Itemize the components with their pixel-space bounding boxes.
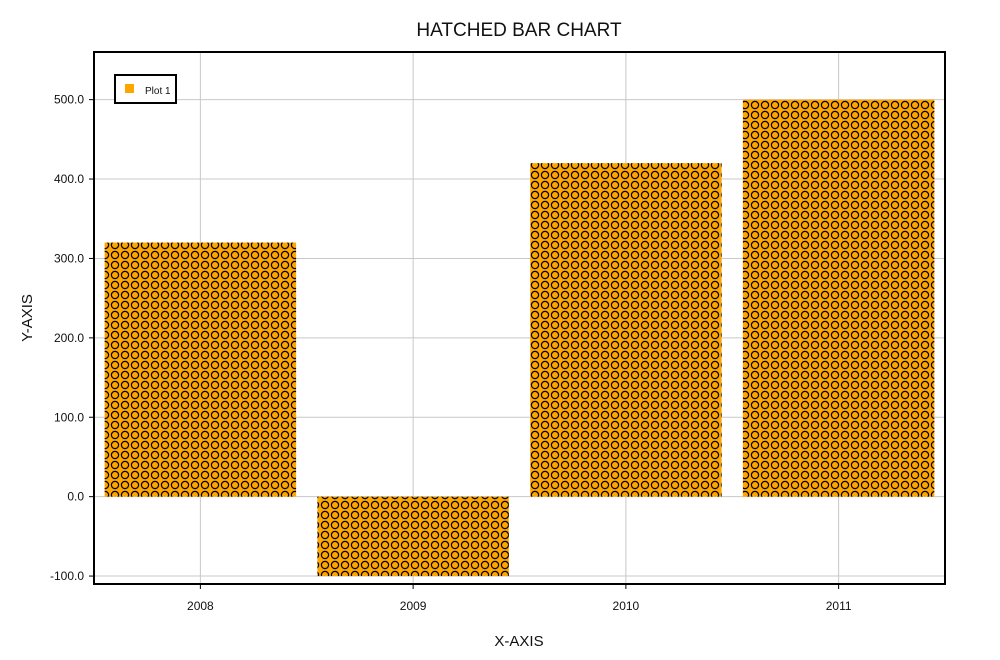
y-axis-label: Y-AXIS	[19, 294, 36, 342]
x-axis-label: X-AXIS	[494, 633, 543, 650]
y-tick-label: 300.0	[54, 251, 84, 265]
axis-ticks: -100.0 0.0 100.0 200.0 300.0 400.0 500.0 2008 20…	[50, 93, 852, 613]
x-tick-label: 2009	[400, 599, 427, 613]
chart-title: HATCHED BAR CHART	[416, 20, 622, 41]
bar-2010	[530, 163, 722, 497]
y-tick-label: 500.0	[54, 93, 84, 107]
x-tick-label: 2008	[187, 599, 214, 613]
legend-swatch	[125, 84, 134, 93]
bar-2009	[317, 496, 509, 577]
bar-2008	[104, 242, 297, 497]
x-tick-label: 2010	[613, 599, 640, 613]
plot-frame	[93, 51, 946, 585]
y-tick-label: 200.0	[54, 331, 84, 345]
bar-2011	[742, 99, 935, 497]
x-tick-label: 2011	[826, 599, 852, 613]
y-tick-label: 400.0	[54, 172, 84, 186]
legend: Plot 1	[114, 74, 177, 104]
bars	[104, 99, 935, 577]
legend-label: Plot 1	[145, 86, 171, 97]
y-tick-label: 100.0	[54, 410, 84, 424]
y-tick-label: -100.0	[50, 569, 84, 583]
y-tick-label: 0.0	[67, 490, 84, 504]
